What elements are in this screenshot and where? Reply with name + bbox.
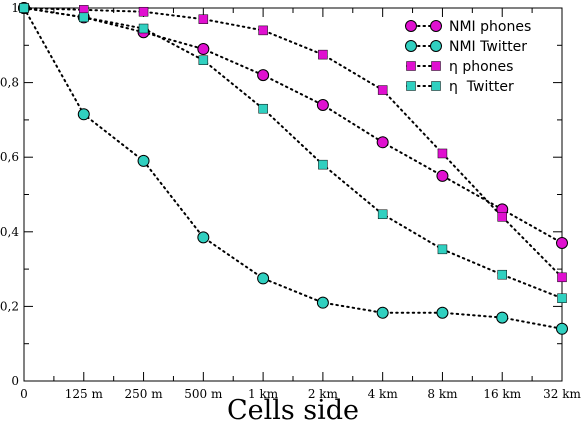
data-point bbox=[497, 212, 507, 222]
data-point bbox=[19, 3, 29, 13]
x-axis-label: Cells side bbox=[227, 395, 359, 425]
y-tick-label: 0,8 bbox=[0, 76, 19, 90]
y-tick-label: 1 bbox=[11, 1, 19, 15]
x-tick-label: 250 m bbox=[125, 387, 164, 401]
x-tick-label: 4 km bbox=[368, 387, 399, 401]
data-point bbox=[556, 322, 568, 335]
legend-label: NMI phones bbox=[449, 19, 531, 35]
data-point bbox=[258, 103, 268, 114]
data-point bbox=[497, 269, 507, 280]
data-point bbox=[436, 169, 449, 182]
y-tick-label: 0,2 bbox=[0, 299, 19, 313]
data-point bbox=[437, 148, 448, 159]
data-point bbox=[137, 154, 150, 167]
legend-marker bbox=[430, 20, 442, 32]
data-point bbox=[437, 244, 448, 255]
legend-label: NMI Twitter bbox=[449, 39, 527, 55]
series-layer bbox=[18, 2, 568, 335]
legend-marker bbox=[406, 81, 416, 91]
data-point bbox=[138, 23, 149, 34]
data-point bbox=[557, 272, 567, 283]
series-line bbox=[23, 7, 563, 330]
data-point bbox=[198, 14, 209, 24]
data-point bbox=[197, 231, 210, 244]
y-tick-label: 0 bbox=[11, 374, 19, 388]
series-line bbox=[23, 7, 563, 300]
data-point bbox=[138, 6, 149, 17]
data-point bbox=[257, 272, 270, 285]
data-point bbox=[258, 25, 268, 36]
legend-marker bbox=[406, 61, 416, 71]
x-tick-label: 2 km bbox=[308, 387, 339, 401]
data-point bbox=[556, 236, 568, 249]
data-point bbox=[436, 306, 449, 319]
x-tick-label: 16 km bbox=[483, 387, 521, 401]
y-tick-label: 0,4 bbox=[0, 225, 19, 239]
series-line bbox=[23, 7, 563, 279]
data-point bbox=[318, 49, 328, 60]
legend-marker bbox=[431, 81, 441, 91]
legend-marker bbox=[431, 61, 441, 71]
legend-marker bbox=[430, 40, 442, 52]
series-0 bbox=[18, 2, 568, 249]
data-point bbox=[557, 293, 567, 303]
legend-marker bbox=[405, 40, 417, 52]
data-point bbox=[376, 136, 389, 149]
axes: 0 125 m 250 m 500 m 1 km 2 km 4 km 8 km 16 km 32 … bbox=[0, 1, 581, 401]
x-tick-label: 125 m bbox=[65, 387, 104, 401]
x-tick-label: 0 bbox=[20, 387, 28, 401]
legend-marker bbox=[405, 20, 417, 32]
series-line bbox=[23, 7, 563, 244]
data-point bbox=[197, 43, 210, 56]
data-point bbox=[496, 311, 509, 324]
data-point bbox=[198, 55, 209, 65]
x-tick-label: 1 km bbox=[248, 387, 279, 401]
data-point bbox=[318, 159, 328, 170]
x-tick-label: 32 km bbox=[543, 387, 581, 401]
data-point bbox=[377, 85, 388, 95]
x-tick-label: 8 km bbox=[427, 387, 458, 401]
y-tick-label: 0,6 bbox=[0, 150, 19, 164]
data-point bbox=[316, 296, 329, 309]
data-point bbox=[316, 98, 329, 111]
data-point bbox=[79, 12, 89, 23]
legend: NMI phones NMI Twitter η phones η Twitter bbox=[405, 19, 531, 95]
data-point bbox=[377, 209, 388, 220]
data-point bbox=[257, 69, 270, 82]
legend-label: η phones bbox=[449, 59, 513, 75]
data-point bbox=[77, 108, 90, 121]
data-point bbox=[376, 306, 389, 319]
series-1 bbox=[18, 2, 568, 335]
series-3 bbox=[19, 3, 567, 303]
legend-label: η Twitter bbox=[449, 79, 514, 95]
x-tick-label: 500 m bbox=[184, 387, 223, 401]
